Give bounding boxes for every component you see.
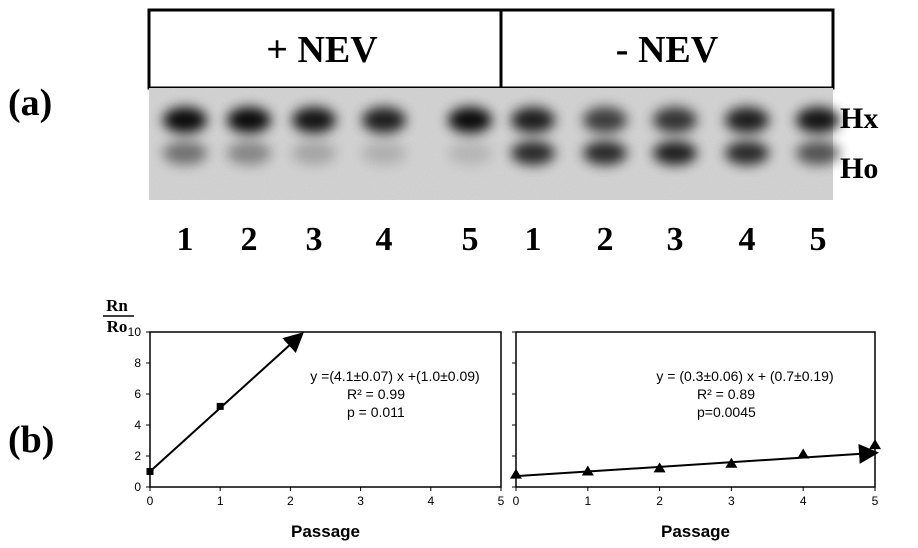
x-tick-label: 4 bbox=[800, 494, 807, 508]
hx-band bbox=[227, 107, 271, 133]
panel-a-label: (a) bbox=[8, 82, 52, 124]
y-tick-label: 8 bbox=[134, 356, 141, 370]
fit-annotation: R² = 0.99 bbox=[347, 386, 405, 402]
fit-annotation: y =(4.1±0.07) x +(1.0±0.09) bbox=[310, 368, 479, 384]
y-tick-label: 0 bbox=[134, 480, 141, 494]
fit-annotation: p=0.0045 bbox=[697, 404, 756, 420]
band-label-hx: Hx bbox=[840, 102, 878, 135]
x-tick-label: 0 bbox=[147, 494, 154, 508]
hx-band bbox=[511, 107, 555, 133]
data-point bbox=[725, 457, 738, 468]
fit-line-arrow bbox=[515, 443, 879, 478]
lane-number: 5 bbox=[462, 221, 479, 258]
lane-number: 2 bbox=[241, 221, 258, 258]
hx-band bbox=[653, 107, 697, 133]
gel-bands bbox=[163, 107, 840, 165]
fit-annotation: R² = 0.89 bbox=[697, 386, 755, 402]
lane-number: 3 bbox=[306, 221, 323, 258]
lane-number: 4 bbox=[376, 221, 393, 258]
ho-band bbox=[163, 141, 207, 165]
chart-right: 0 1 2 3 4 5 Passage y = (0.3±0.06) x + (0.7±0.1… bbox=[510, 331, 881, 541]
hx-band bbox=[796, 107, 840, 133]
x-axis-label: Passage bbox=[661, 522, 730, 541]
gel-header-box: + NEV - NEV bbox=[147, 8, 835, 90]
fit-line-arrow bbox=[149, 332, 304, 473]
data-point bbox=[146, 468, 154, 475]
ho-band bbox=[725, 141, 769, 165]
y-tick-label: 10 bbox=[128, 325, 142, 339]
ho-band bbox=[796, 141, 840, 165]
header-plus-nev: + NEV bbox=[266, 29, 378, 71]
x-tick-label: 2 bbox=[287, 494, 294, 508]
panel-b-label: (b) bbox=[8, 419, 54, 461]
x-tick-label: 4 bbox=[427, 494, 434, 508]
ho-band bbox=[448, 141, 492, 165]
data-point bbox=[581, 465, 594, 476]
hx-band bbox=[583, 107, 627, 133]
x-tick-label: 5 bbox=[498, 494, 505, 508]
fit-annotation: y = (0.3±0.06) x + (0.7±0.19) bbox=[656, 368, 833, 384]
y-tick-label: 4 bbox=[134, 418, 141, 432]
fraction-numerator: Rn bbox=[106, 296, 128, 315]
data-point bbox=[653, 462, 666, 473]
band-label-ho: Ho bbox=[840, 152, 878, 185]
hx-band bbox=[292, 107, 336, 133]
x-tick-label: 2 bbox=[656, 494, 663, 508]
x-tick-label: 1 bbox=[217, 494, 224, 508]
ho-band bbox=[653, 141, 697, 165]
ho-band bbox=[292, 141, 336, 165]
lane-number: 1 bbox=[177, 221, 194, 258]
lane-numbers: 1 2 3 4 5 1 2 3 4 5 bbox=[177, 221, 827, 258]
y-tick-label: 6 bbox=[134, 387, 141, 401]
x-tick-label: 3 bbox=[728, 494, 735, 508]
lane-number: 2 bbox=[597, 221, 614, 258]
data-point bbox=[216, 402, 224, 410]
hx-band bbox=[163, 107, 207, 133]
x-tick-label: 5 bbox=[872, 494, 879, 508]
data-point bbox=[869, 439, 881, 450]
x-tick-label: 0 bbox=[513, 494, 520, 508]
fraction-denominator: Ro bbox=[107, 317, 128, 336]
data-point bbox=[797, 448, 810, 459]
gel-image bbox=[149, 88, 840, 200]
chart-left: 0 1 2 3 4 5 0 2 4 6 8 10 Passage y =(4.1±0.07) x +(1.… bbox=[128, 325, 505, 541]
x-axis-label: Passage bbox=[291, 522, 360, 541]
hx-band bbox=[362, 107, 406, 133]
x-tick-label: 1 bbox=[584, 494, 591, 508]
data-point bbox=[510, 468, 522, 479]
header-minus-nev: - NEV bbox=[616, 29, 719, 71]
lane-number: 1 bbox=[525, 221, 542, 258]
plot-frame bbox=[149, 331, 502, 488]
x-tick-label: 3 bbox=[357, 494, 364, 508]
lane-number: 4 bbox=[739, 221, 756, 258]
plot-frame bbox=[515, 331, 876, 488]
fit-annotation: p = 0.011 bbox=[347, 404, 405, 420]
lane-number: 5 bbox=[810, 221, 827, 258]
hx-band bbox=[448, 107, 492, 133]
ho-band bbox=[583, 141, 627, 165]
ho-band bbox=[511, 141, 555, 165]
y-tick-label: 2 bbox=[134, 449, 141, 463]
y-axis-fraction: Rn Ro bbox=[103, 296, 134, 336]
lane-number: 3 bbox=[667, 221, 684, 258]
hx-band bbox=[725, 107, 769, 133]
ho-band bbox=[227, 141, 271, 165]
ho-band bbox=[362, 141, 406, 165]
